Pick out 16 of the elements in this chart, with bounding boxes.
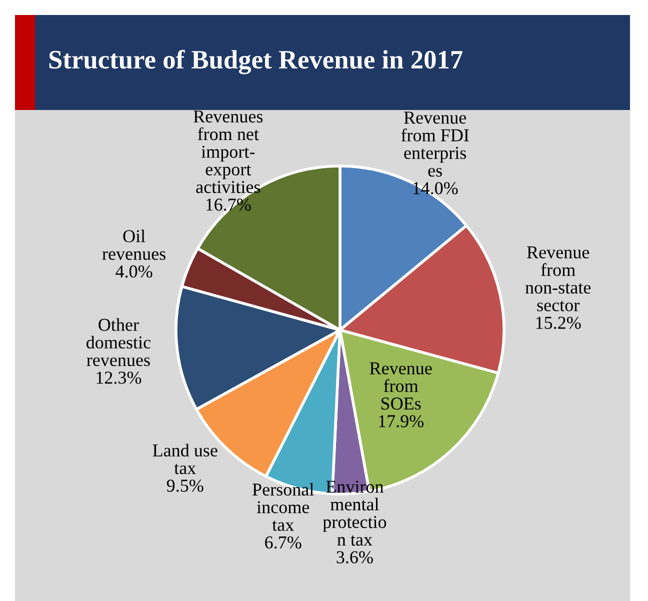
data-label: 3.6% <box>336 551 373 564</box>
data-label: 4.0% <box>116 265 152 278</box>
data-label: 12.3% <box>96 372 142 384</box>
slice-label: Land use tax <box>152 444 218 474</box>
data-label: 15.2% <box>536 316 581 329</box>
chart-title: Structure of Budget Revenue in 2017 <box>49 50 462 74</box>
slice-label: Personal income tax <box>252 482 314 531</box>
slice-label: Revenue from FDI enterpris es <box>401 112 469 177</box>
slice-label: Other domestic revenues <box>86 318 150 366</box>
data-label: 17.9% <box>379 415 424 428</box>
slice-label: Revenue from non-state sector <box>525 246 591 312</box>
data-label: 6.7% <box>265 536 302 549</box>
slice-label: Revenue from SOEs <box>370 362 432 410</box>
slice-label: Oil revenues <box>102 230 166 260</box>
data-label: 9.5% <box>166 480 204 492</box>
slice-label: Revenues from net import- export activities <box>194 110 263 194</box>
